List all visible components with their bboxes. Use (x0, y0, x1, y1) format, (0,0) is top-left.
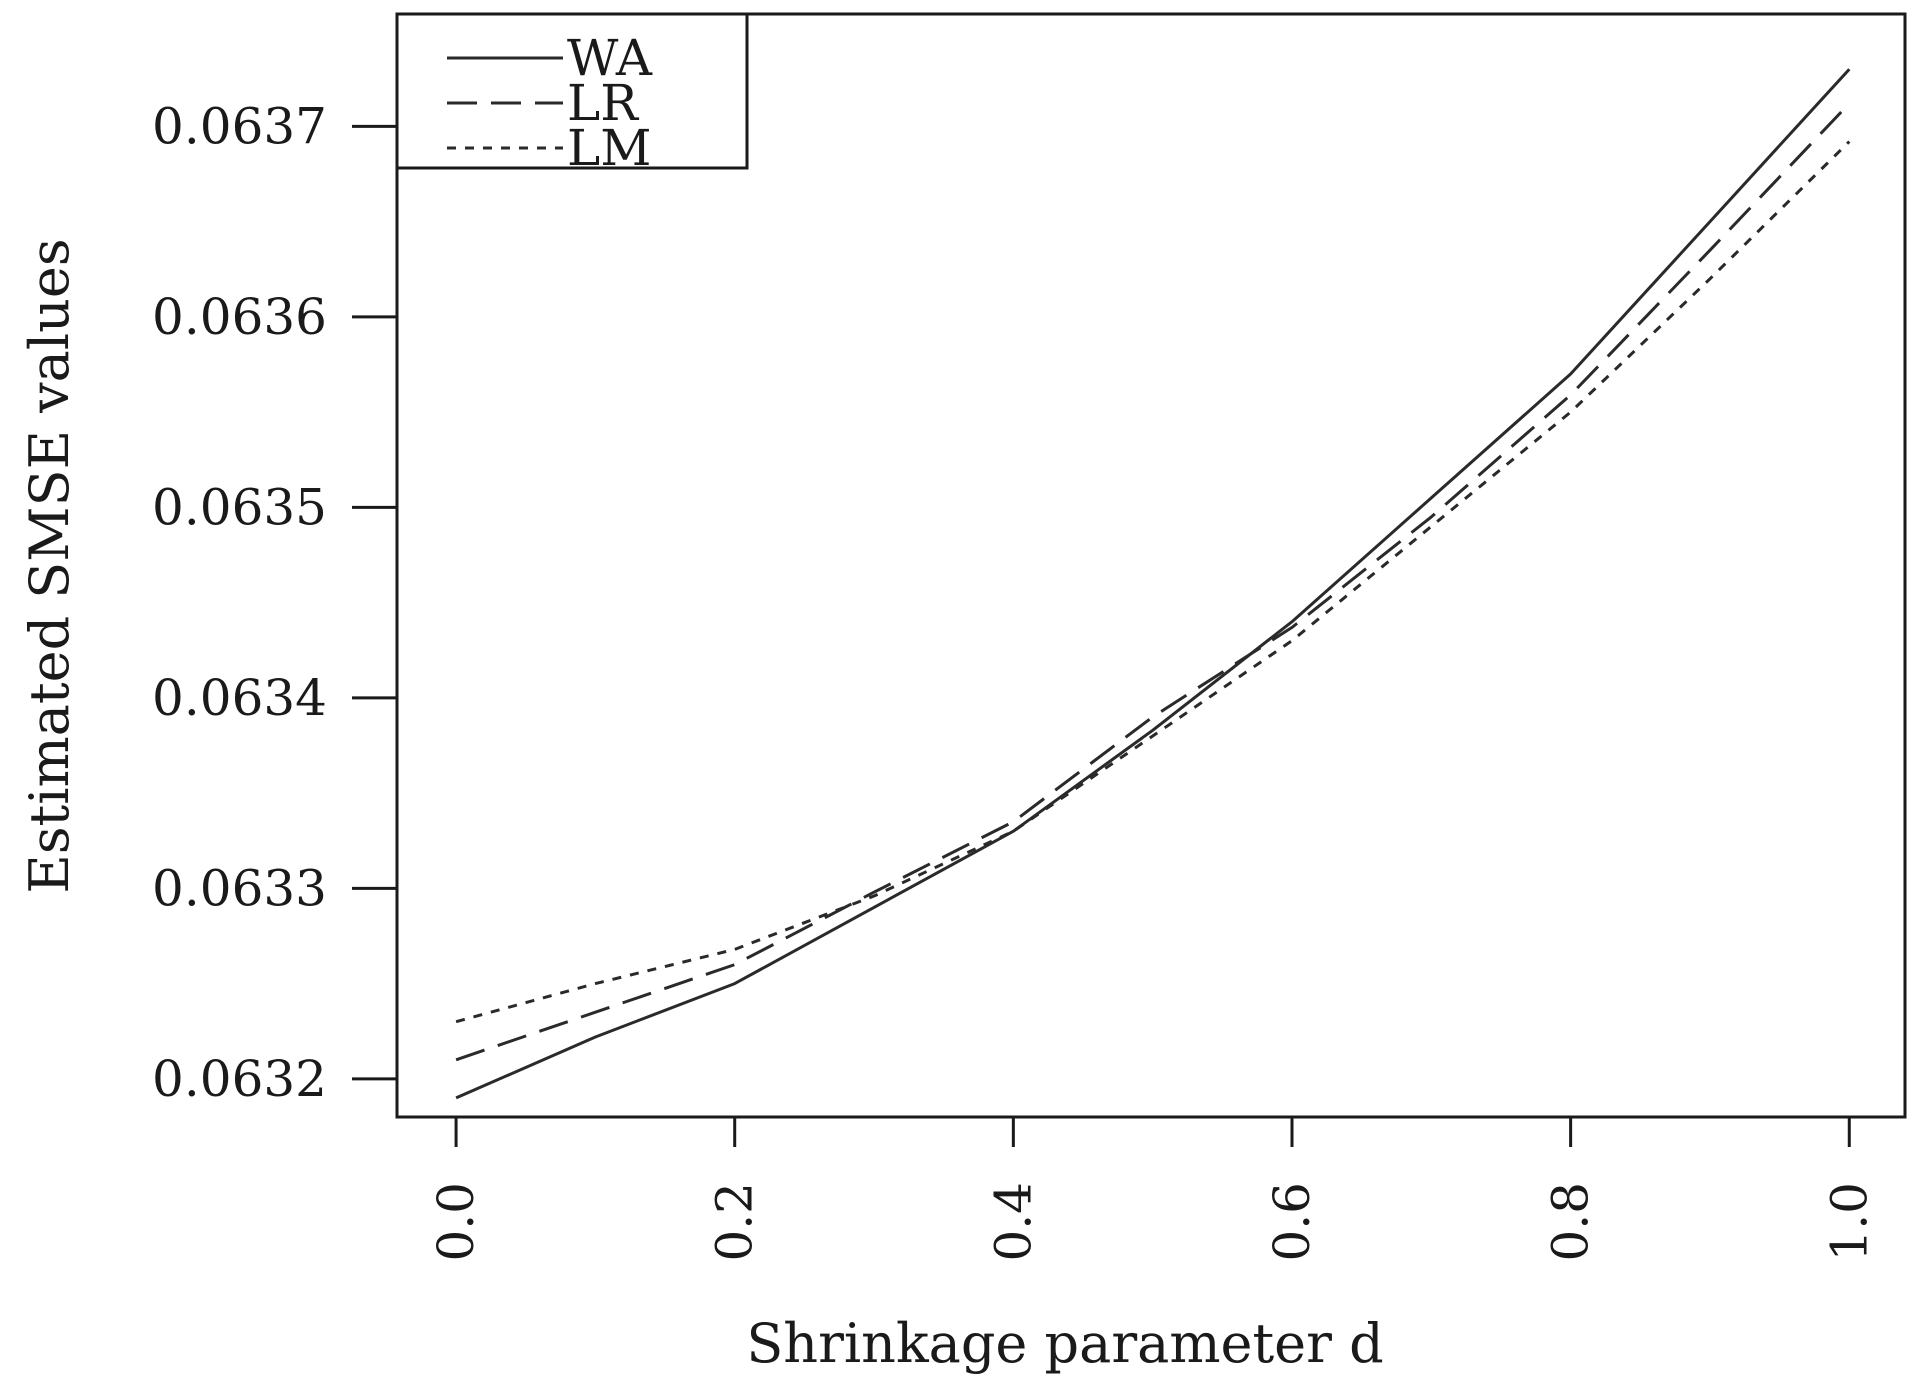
x-axis: 0.0 0.2 0.4 0.6 0.8 1.0 (427, 1117, 1878, 1262)
y-tick-label: 0.0634 (152, 669, 327, 727)
y-axis-title: Estimated SMSE values (18, 238, 81, 893)
y-tick-label: 0.0636 (152, 288, 327, 346)
x-tick-label: 0.4 (984, 1182, 1042, 1262)
x-tick-label: 1.0 (1820, 1182, 1878, 1262)
legend-label-wa: WA (567, 29, 653, 87)
y-tick-label: 0.0632 (152, 1050, 327, 1108)
x-tick-label: 0.2 (706, 1182, 764, 1262)
series-line-wa (455, 68, 1851, 1100)
plot-frame (395, 12, 1907, 1119)
series-line-lm (455, 140, 1851, 1024)
x-tick-label: 0.8 (1542, 1182, 1600, 1262)
series-line-lr (455, 102, 1851, 1062)
y-axis: 0.0632 0.0633 0.0634 0.0635 0.0636 0.0637 (152, 97, 397, 1108)
y-tick-label: 0.0633 (152, 859, 327, 917)
legend-label-lm: LM (567, 119, 651, 177)
legend-label-lr: LR (567, 74, 639, 132)
x-tick-label: 0.6 (1263, 1182, 1321, 1262)
series-layer (455, 68, 1851, 1100)
legend-box (395, 12, 749, 170)
y-tick-label: 0.0635 (152, 478, 327, 536)
x-axis-title: Shrinkage parameter d (746, 1312, 1383, 1375)
x-tick-label: 0.0 (427, 1182, 485, 1262)
y-tick-label: 0.0637 (152, 97, 327, 155)
